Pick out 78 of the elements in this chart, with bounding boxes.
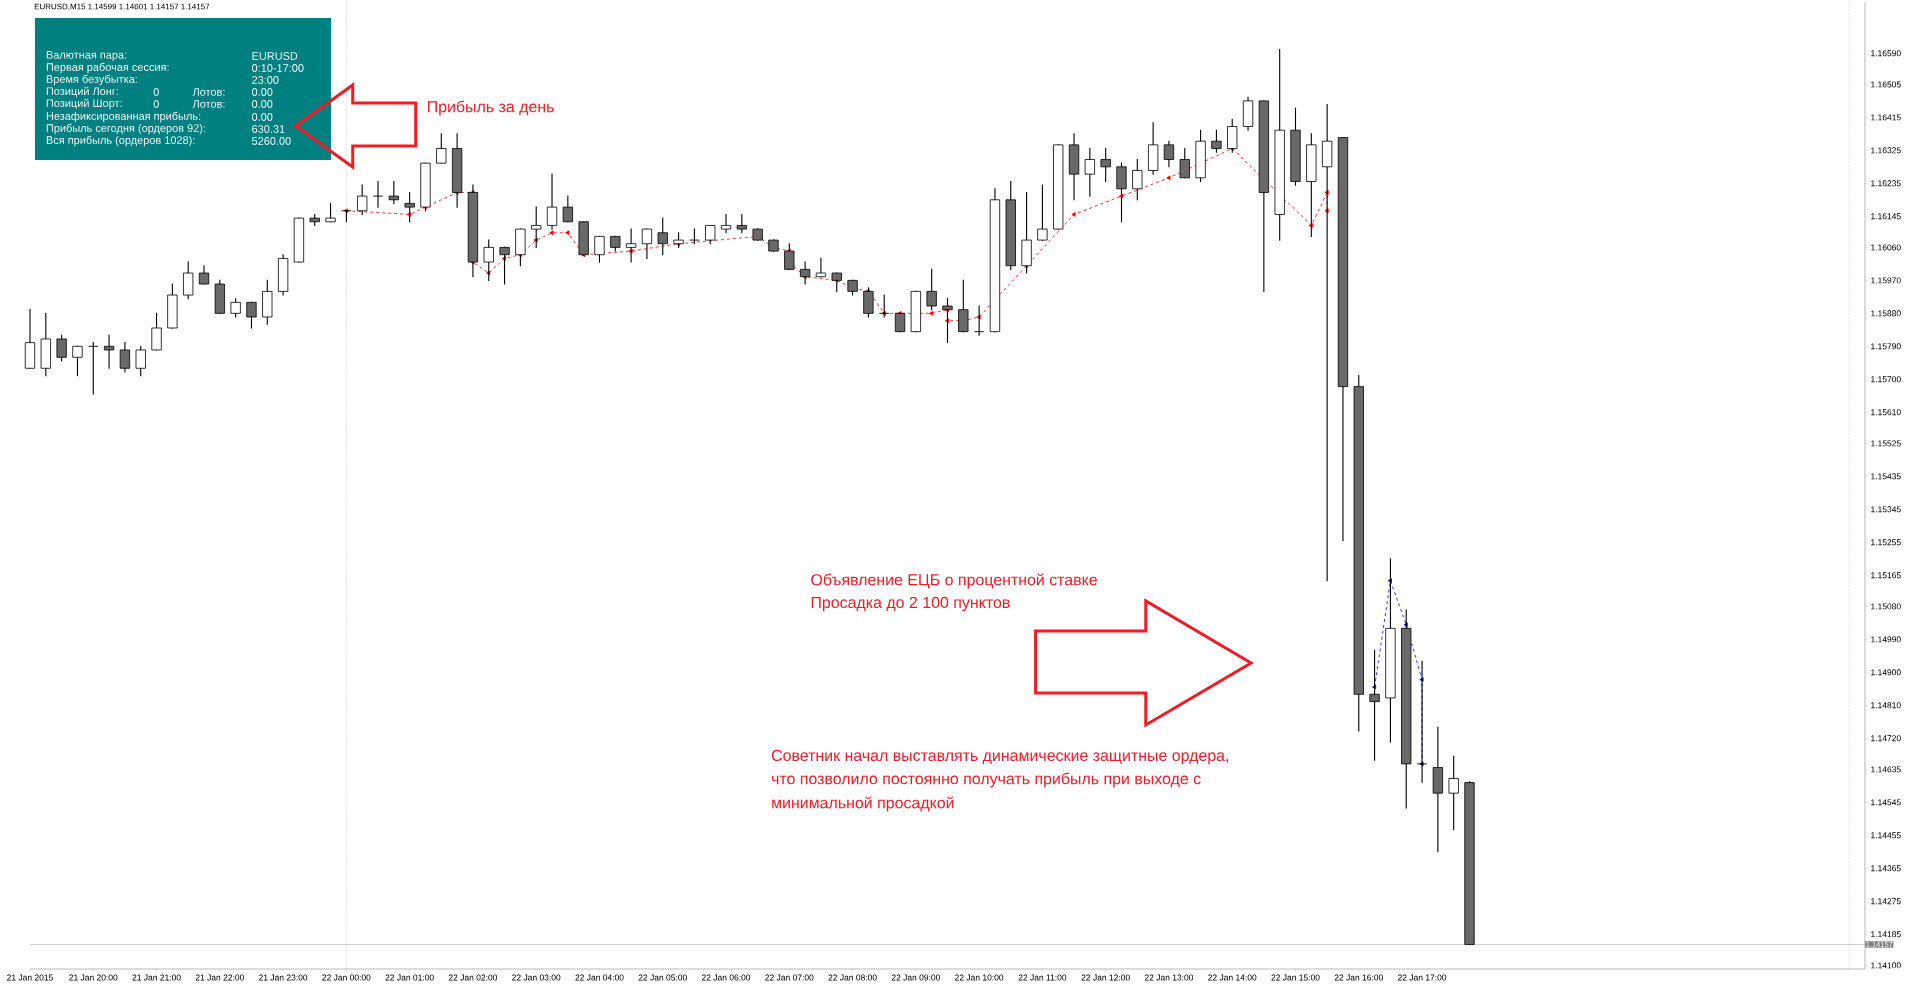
y-tick-label: 1.14100 [1871, 962, 1901, 969]
annotation: Советник начал выставлять динамические защитные ордера, [771, 749, 1229, 765]
x-tick-label: 21 Jan 22:00 [195, 974, 244, 981]
annotation: 0.00 [252, 100, 273, 108]
x-tick-label: 22 Jan 05:00 [638, 974, 687, 981]
y-tick-label: 1.15080 [1871, 603, 1901, 610]
annotation: 0 [153, 100, 159, 108]
y-tick-label: 1.15700 [1871, 376, 1901, 383]
y-tick-label: 1.15165 [1871, 572, 1901, 579]
annotation: Объявление ЕЦБ о процентной ставке [811, 573, 1097, 589]
x-tick-label: 22 Jan 14:00 [1208, 974, 1257, 981]
annotation: 0.00 [252, 113, 273, 121]
annotation: Лотов: [192, 100, 225, 108]
y-tick-label: 1.16415 [1871, 114, 1901, 121]
x-tick-label: 22 Jan 08:00 [828, 974, 877, 981]
annotation: Позиций Лонг: [46, 86, 118, 98]
annotation: Незафиксированная прибыль: [46, 111, 201, 123]
annotation: Позиций Шорт: [46, 98, 122, 110]
x-tick-label: 22 Jan 17:00 [1397, 974, 1447, 981]
x-tick-label: 21 Jan 2015 [7, 974, 53, 981]
y-tick-label: 1.16505 [1871, 81, 1901, 88]
y-tick-label: 1.15880 [1871, 310, 1901, 317]
y-tick-label: 1.14635 [1871, 766, 1901, 773]
y-tick-label: 1.15255 [1871, 539, 1901, 546]
annotation: минимальной просадкой [772, 796, 954, 812]
y-tick-label: 1.14720 [1871, 735, 1901, 742]
annotation: 0.00 [252, 88, 273, 96]
y-tick-label: 1.15345 [1871, 506, 1901, 513]
y-tick-label: 1.15435 [1871, 473, 1901, 480]
y-tick-label: 1.14275 [1871, 898, 1901, 905]
annotation: 23:00 [252, 76, 279, 84]
annotation: EURUSD [252, 52, 298, 60]
x-tick-label: 22 Jan 03:00 [512, 974, 561, 981]
y-tick-label: 1.15610 [1871, 409, 1901, 416]
y-tick-label: 1.15525 [1871, 440, 1901, 447]
annotation: Просадка до 2 100 пунктов [811, 596, 1010, 612]
annotation: Первая рабочая сессия: [46, 62, 169, 74]
y-tick-label: 1.16060 [1871, 244, 1901, 251]
x-tick-label: 22 Jan 15:00 [1271, 974, 1320, 981]
x-tick-label: 21 Jan 23:00 [259, 974, 308, 981]
y-tick-label: 1.16325 [1871, 147, 1901, 154]
x-tick-label: 21 Jan 21:00 [132, 974, 181, 981]
annotation: Время безубытка: [46, 74, 137, 86]
annotation: Прибыль за день [428, 100, 554, 116]
x-tick-label: 22 Jan 13:00 [1144, 974, 1194, 981]
x-tick-label: 22 Jan 02:00 [448, 974, 498, 981]
y-tick-label: 1.14545 [1871, 799, 1901, 806]
y-tick-label: 1.14365 [1871, 865, 1901, 872]
annotation: что позволило постоянно получать прибыль при выходе с [772, 772, 1201, 788]
y-tick-label: 1.15970 [1871, 277, 1901, 284]
y-tick-label: 1.14455 [1871, 832, 1901, 839]
y-tick-label: 1.14990 [1871, 636, 1901, 643]
x-tick-label: 22 Jan 06:00 [701, 974, 751, 981]
x-tick-label: 22 Jan 12:00 [1081, 974, 1130, 981]
y-tick-label: 1.14185 [1871, 931, 1901, 938]
y-tick-label: 1.15790 [1871, 343, 1901, 350]
x-tick-label: 22 Jan 16:00 [1334, 974, 1383, 981]
annotation: Вся прибыль (ордеров 1028): [46, 135, 195, 147]
y-tick-label: 1.16235 [1871, 180, 1901, 187]
x-tick-label: 22 Jan 00:00 [322, 974, 371, 981]
x-tick-label: 22 Jan 01:00 [385, 974, 434, 981]
annotation: Валютная пара: [46, 51, 127, 61]
x-tick-label: 22 Jan 09:00 [891, 974, 940, 981]
y-tick-label: 1.14810 [1871, 702, 1901, 709]
x-tick-label: 22 Jan 07:00 [765, 974, 814, 981]
annotation: 0 [153, 88, 159, 96]
x-tick-label: 22 Jan 04:00 [575, 974, 624, 981]
x-tick-label: 22 Jan 11:00 [1018, 974, 1067, 981]
x-tick-label: 22 Jan 10:00 [955, 974, 1004, 981]
annotation: 630.31 [252, 125, 285, 133]
y-tick-label: 1.14900 [1871, 669, 1901, 676]
annotation: 5260.00 [252, 137, 291, 145]
x-tick-label: 21 Jan 20:00 [69, 974, 118, 981]
annotation: Прибыль сегодня (ордеров 92): [46, 123, 205, 135]
y-tick-label: 1.16145 [1871, 213, 1901, 220]
annotation: 0:10-17:00 [252, 64, 304, 72]
y-tick-label: 1.16590 [1871, 50, 1901, 57]
annotation: Лотов: [192, 88, 225, 96]
